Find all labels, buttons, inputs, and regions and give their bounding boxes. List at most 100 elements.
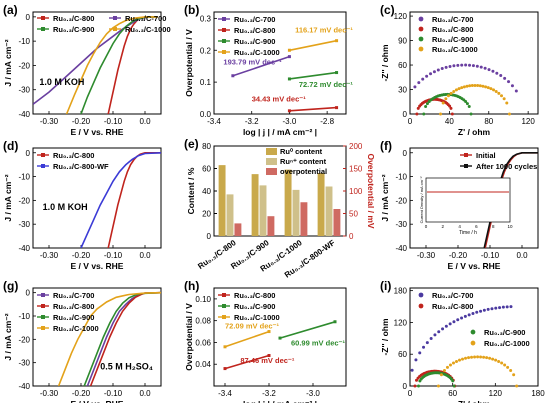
x-tick-label: -0.30 [417, 251, 436, 260]
data-point [333, 320, 337, 324]
y-tick-label: 0 [26, 149, 31, 158]
data-point [471, 64, 475, 68]
data-point [467, 356, 471, 360]
data-point [494, 306, 498, 310]
y-tick-label: 0.04 [195, 360, 211, 369]
x-tick-label: 0.0 [516, 251, 528, 260]
data-point [486, 307, 490, 311]
y-tick-label: 90 [398, 37, 407, 46]
data-point [500, 361, 504, 365]
legend-marker [113, 16, 117, 20]
data-point [452, 89, 456, 93]
data-point [436, 68, 440, 72]
inset-x-tick-label: 2 [442, 224, 445, 229]
data-point [488, 356, 492, 360]
y-tick-label: 60 [398, 61, 407, 70]
inset-y-label: Current Density / mA cm⁻² [419, 176, 424, 223]
data-point [437, 330, 441, 334]
data-point [444, 65, 448, 69]
legend-entry: overpotential [280, 167, 327, 176]
y-axis-label: -Z'' / ohm [380, 318, 390, 356]
data-point [512, 373, 516, 377]
x-axis-label: E / V vs. RHE [71, 261, 124, 271]
y-tick-label: -10 [18, 173, 30, 182]
x-tick-label: -3.4 [207, 117, 221, 126]
data-point [267, 330, 271, 334]
data-point [452, 64, 456, 68]
data-point [501, 305, 505, 309]
data-point [475, 310, 479, 314]
data-point [418, 351, 422, 355]
data-point [424, 104, 428, 108]
panel-e: (e) 0 20 40 60 80 0 50 100 150 200 Content / % Overp… [184, 137, 376, 280]
legend-entry: Ru₀.₃/C-700 [125, 14, 166, 23]
data-point [464, 63, 468, 67]
bar [317, 173, 325, 236]
y-axis-label: J / mA cm⁻² [3, 174, 13, 221]
data-point [422, 112, 426, 116]
data-point [464, 356, 468, 360]
data-point [502, 97, 506, 101]
data-point [465, 102, 469, 106]
data-point [503, 363, 507, 367]
data-point [436, 384, 440, 388]
data-point [460, 316, 464, 320]
data-point [417, 81, 421, 85]
data-point [485, 356, 489, 360]
legend-entry: Ru₀.₃/C-800 [53, 302, 94, 311]
x-axis-label: log | j | / mA cm⁻² | [243, 127, 317, 137]
legend-entry: Ru₀.₃/C-1000 [432, 45, 478, 54]
x-tick-label: -0.20 [72, 251, 91, 260]
plot-frame [32, 147, 162, 249]
data-point [452, 320, 456, 324]
data-point [482, 355, 486, 359]
data-point [469, 112, 473, 116]
data-point [507, 112, 511, 116]
x-axis-label: E / V vs. RHE [71, 399, 124, 403]
legend-marker [222, 17, 226, 21]
legend-marker [418, 46, 424, 52]
slope-label: 72.72 mV dec⁻¹ [299, 80, 353, 89]
legend-marker [41, 293, 45, 297]
data-point [429, 337, 433, 341]
inset-x-tick-label: 0 [425, 224, 428, 229]
x-tick-label: -0.30 [40, 251, 59, 260]
plot-frame [32, 287, 162, 387]
y-tick-label: -20 [395, 196, 407, 205]
y-tick-label: -40 [395, 244, 407, 253]
series-line [289, 71, 337, 80]
data-point [503, 76, 507, 80]
data-point [509, 368, 513, 372]
legend-marker [222, 293, 226, 297]
legend-marker [41, 27, 45, 31]
legend-marker [41, 16, 45, 20]
y-tick-label: 20 [202, 210, 211, 219]
series-line [86, 291, 161, 386]
legend-entry: Ru₀.₃/C-800 [234, 26, 275, 35]
x-tick-label: -0.30 [40, 117, 59, 126]
y-tick-label: 30 [398, 86, 407, 95]
y-tick-label: -20 [18, 335, 30, 344]
data-point [499, 94, 503, 98]
legend-entry: Ruⁿ⁺ content [280, 157, 327, 166]
data-point [476, 84, 480, 88]
series-line [57, 291, 161, 386]
data-point [467, 104, 471, 108]
y-axis-label: Overpotential / V [184, 29, 194, 97]
data-point [452, 384, 456, 388]
y-tick-label: 0 [403, 149, 408, 158]
legend-entry: Ru₀.₃/C-1000 [234, 313, 280, 322]
legend-marker [222, 50, 226, 54]
x-tick-label: -0.10 [104, 117, 123, 126]
y-tick-label: 60 [398, 350, 407, 359]
data-point [421, 77, 425, 81]
legend-entry: Ru₀.₃/C-700 [432, 291, 473, 300]
data-point [450, 112, 454, 116]
legend-entry: Ru₀.₃/C-900 [432, 35, 473, 44]
y-tick-label: 0.0 [200, 110, 212, 119]
data-point [451, 361, 455, 365]
y-axis-label: J / mA cm⁻² [380, 174, 390, 221]
data-point [467, 313, 471, 317]
panel-h: (h) -3.4 -3.2 -3.0 0.04 0.06 0.08 0.10 log | j |… [184, 279, 347, 408]
legend-entry: Ru₀.₃/C-800 [53, 14, 94, 23]
